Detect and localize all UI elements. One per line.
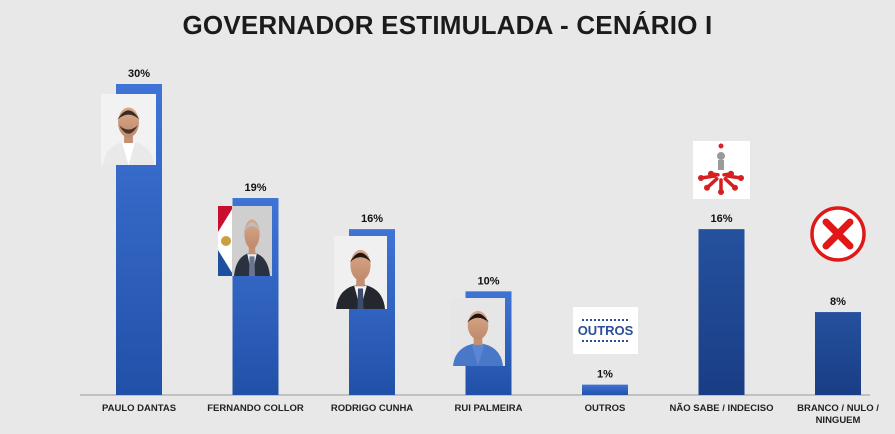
category-label: NÃO SABE / INDECISO [670,403,774,414]
bar [582,384,628,395]
category-label: PAULO DANTAS [102,403,176,414]
candidate-photo [451,298,505,366]
category-label: OUTROS [585,403,626,414]
flag-icon [218,206,234,276]
data-label: 16% [361,213,383,225]
red-x-icon [810,206,866,262]
candidate-photo [334,236,387,309]
undecided-arrows-icon [693,141,750,199]
category-label: RODRIGO CUNHA [331,403,413,414]
chart-title: GOVERNADOR ESTIMULADA - CENÁRIO I [182,10,713,40]
data-label: 10% [477,275,499,287]
candidate-photo [101,94,156,165]
bar [815,312,861,395]
outros-badge: OUTROS [573,307,638,354]
data-label: 19% [244,182,266,194]
bar [698,229,745,395]
outros-badge-text: OUTROS [578,323,634,338]
data-label: 30% [128,68,150,80]
data-label: 8% [830,296,846,308]
category-label: FERNANDO COLLOR [207,403,304,414]
category-label: BRANCO / NULO / [797,403,879,414]
category-label: NINGUEM [816,415,861,426]
candidate-photo [232,206,272,276]
category-label: RUI PALMEIRA [455,403,523,414]
data-label: 16% [710,213,732,225]
data-label: 1% [597,369,613,381]
